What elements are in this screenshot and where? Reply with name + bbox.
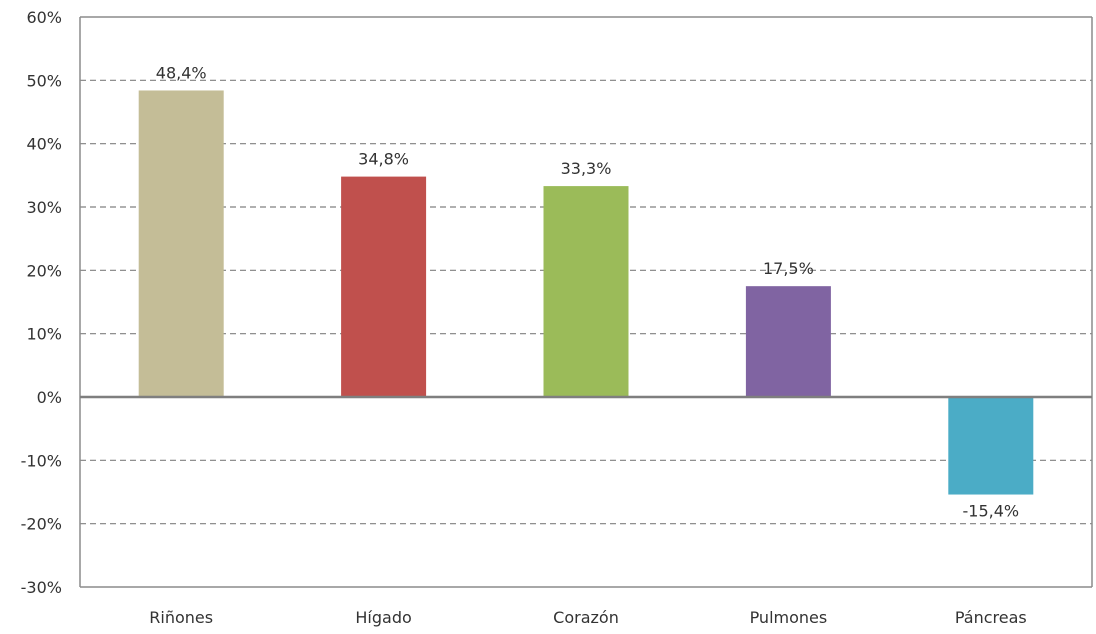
axes [79, 16, 1093, 588]
y-tick-label: 20% [26, 261, 62, 280]
data-label: 34,8% [358, 150, 409, 169]
data-labels: 48,4% 34,8% 33,3% 17,5% -15,4% [156, 63, 1019, 520]
y-axis-ticks: 60% 50% 40% 30% 20% 10% 0% -10% -20% -30% [21, 8, 62, 597]
bar [948, 397, 1034, 495]
y-tick-label: -10% [21, 451, 62, 470]
data-label: 17,5% [763, 259, 814, 278]
x-category-label: Pulmones [750, 608, 828, 627]
bars [138, 90, 1034, 495]
bar [341, 176, 427, 397]
category-labels: Riñones Hígado Corazón Pulmones Páncreas [149, 608, 1026, 627]
bar [745, 286, 831, 397]
x-category-label: Páncreas [955, 608, 1027, 627]
data-label: 33,3% [561, 159, 612, 178]
x-category-label: Hígado [355, 608, 411, 627]
data-label: -15,4% [962, 502, 1019, 521]
y-tick-label: 0% [37, 388, 62, 407]
y-tick-label: 10% [26, 325, 62, 344]
x-category-label: Riñones [149, 608, 213, 627]
y-tick-label: 30% [26, 198, 62, 217]
data-label: 48,4% [156, 63, 207, 82]
y-tick-label: -20% [21, 515, 62, 534]
y-tick-label: -30% [21, 578, 62, 597]
bar [138, 90, 224, 397]
y-tick-label: 60% [26, 8, 62, 27]
y-tick-label: 50% [26, 71, 62, 90]
bar [543, 186, 629, 397]
x-category-label: Corazón [553, 608, 619, 627]
y-tick-label: 40% [26, 135, 62, 154]
